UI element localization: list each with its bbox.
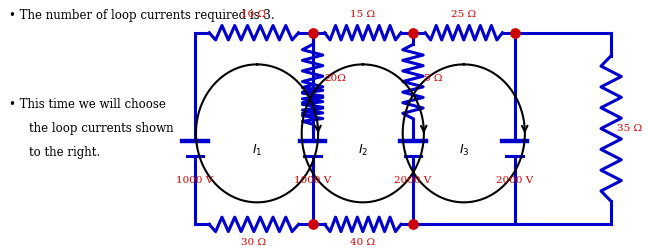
- Text: 35 Ω: 35 Ω: [618, 124, 643, 133]
- Text: 1000 V: 1000 V: [294, 176, 331, 185]
- Point: [307, 222, 318, 226]
- Text: to the right.: to the right.: [29, 146, 100, 159]
- Text: $I_3$: $I_3$: [459, 143, 469, 158]
- Text: 10 Ω: 10 Ω: [241, 10, 266, 19]
- Text: 1000 V: 1000 V: [176, 176, 214, 185]
- Text: $I_1$: $I_1$: [252, 143, 262, 158]
- Text: • This time we will choose: • This time we will choose: [9, 98, 166, 111]
- Text: 2000 V: 2000 V: [395, 176, 432, 185]
- Point: [408, 222, 418, 226]
- Text: 40 Ω: 40 Ω: [350, 238, 375, 247]
- Point: [307, 31, 318, 35]
- Text: 30 Ω: 30 Ω: [241, 238, 266, 247]
- Text: $I_2$: $I_2$: [358, 143, 368, 158]
- Text: the loop currents shown: the loop currents shown: [29, 122, 174, 135]
- Text: 5 Ω: 5 Ω: [424, 74, 443, 83]
- Text: 2000 V: 2000 V: [496, 176, 533, 185]
- Point: [509, 31, 520, 35]
- Point: [408, 31, 418, 35]
- Text: 25 Ω: 25 Ω: [451, 10, 476, 19]
- Text: • The number of loop currents required is 3.: • The number of loop currents required i…: [9, 9, 275, 22]
- Text: 15 Ω: 15 Ω: [350, 10, 375, 19]
- Text: 20Ω: 20Ω: [324, 74, 346, 83]
